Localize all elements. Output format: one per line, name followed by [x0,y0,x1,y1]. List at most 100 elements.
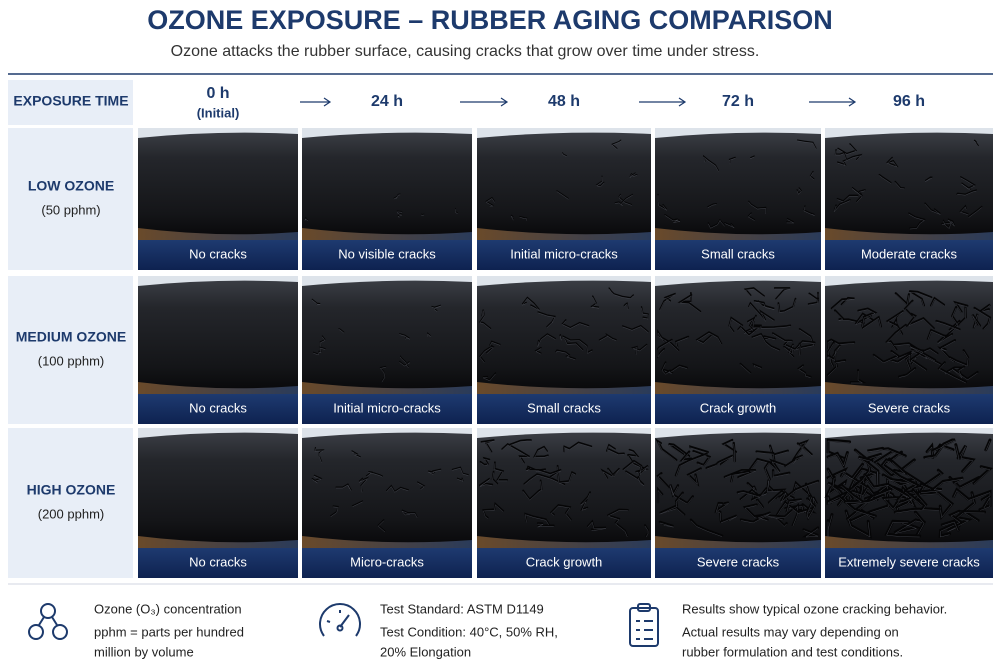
crack-edge [930,298,945,307]
crack-edge [417,482,425,490]
sample-tile: Small cracks [655,128,821,270]
crack-edge [750,156,755,159]
tile-caption: Crack growth [700,400,777,415]
crack-edge [897,491,924,508]
caption-band [825,240,993,270]
crack-edge [492,472,498,485]
crack-edge [899,368,916,378]
crack-edge [525,514,549,526]
crack [878,173,892,184]
crack-edge [657,489,663,504]
crack-edge [675,337,689,349]
footer-text: million by volume [94,644,194,659]
crack-edge [835,150,847,161]
crack [924,202,941,215]
crack-edge [774,288,791,300]
crack [739,314,762,337]
crack-edge [690,447,708,454]
subtitle: Ozone attacks the rubber surface, causin… [171,43,760,60]
rubber-sample [825,132,993,235]
crack-edge [955,445,960,460]
crack-edge [664,215,681,223]
crack-edge [972,315,981,327]
crack [330,505,339,517]
caption-band [477,548,651,578]
tile-caption: Crack growth [526,554,603,569]
crack-edge [608,516,628,538]
caption-band [138,548,298,578]
crack-edge [938,363,966,384]
crack [561,152,567,157]
caption-band [302,548,472,578]
crack [898,367,917,378]
crack-edge [427,333,431,337]
tile-caption: Small cracks [527,400,601,415]
crack-edge [703,156,719,172]
crack [335,483,352,491]
crack-edge [797,140,817,150]
crack [728,316,744,333]
rubber-sample [302,132,472,235]
crack-edge [837,196,858,203]
crack-edge [879,175,892,184]
row-concentration: (100 pphm) [38,353,104,368]
arrow [460,97,509,107]
crack-edge [526,469,562,478]
crack-edge [618,195,632,206]
crack-edge [834,200,851,212]
footer-text: 20% Elongation [380,644,471,659]
crack [924,176,933,182]
crack-edge [908,213,925,230]
crack [311,474,323,483]
crack-edge [657,195,667,211]
crack-edge [615,195,633,206]
column-label: 72 h [722,93,754,110]
crack [839,483,866,504]
crack [537,311,556,328]
crack [605,443,616,453]
tile-caption: Initial micro-cracks [333,400,441,415]
crack-edge [724,223,735,228]
crack [954,443,961,460]
crack [956,189,978,195]
crack-edge [958,446,974,473]
crack [561,319,590,329]
crack [872,349,901,364]
crack-edge [688,469,701,486]
crack-edge [555,350,576,360]
footer-text: Ozone (O₃) concentration [94,601,242,616]
crack [926,328,954,344]
crack-edge [624,303,629,310]
crack-edge [628,450,638,458]
crack [768,502,800,527]
crack [771,332,793,342]
crack-edge [644,525,649,538]
crack-edge [737,489,767,498]
crack [695,331,723,345]
crack-edge [668,444,690,458]
crack-edge [312,475,322,484]
crack [908,212,926,229]
crack-edge [895,182,905,190]
crack-edge [936,321,960,331]
crack [971,314,982,327]
caption-band [138,240,298,270]
tile-caption: Small cracks [701,246,775,261]
footer-text: rubber formulation and test conditions. [682,644,903,659]
crack-edge [494,463,508,482]
crack [826,451,849,469]
rubber-sample [477,132,651,235]
tile-caption: No visible cracks [338,246,436,261]
crack [668,442,691,458]
crack [736,487,768,498]
crack [826,359,847,376]
crack [751,324,792,329]
rubber-sample [655,132,821,235]
crack-edge [827,345,841,361]
crack-edge [421,214,425,216]
crack [724,222,735,228]
crack-edge [632,345,647,355]
crack-edge [641,307,649,320]
crack-edge [973,314,978,329]
row-header-cell [8,128,133,270]
